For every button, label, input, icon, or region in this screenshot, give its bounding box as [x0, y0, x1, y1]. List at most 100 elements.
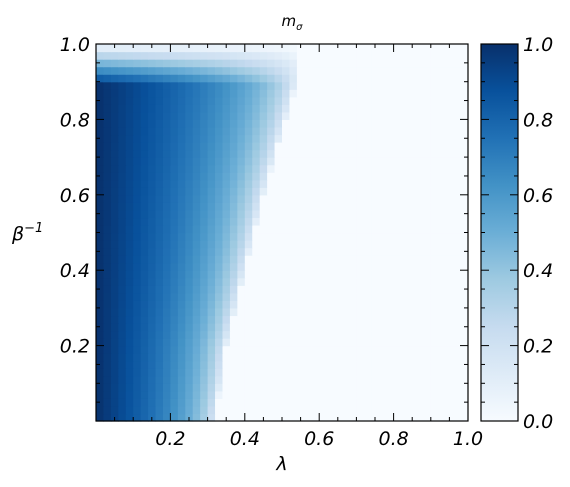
heatmap-cell: [408, 398, 417, 407]
heatmap-cell: [162, 240, 171, 249]
heatmap-cell: [229, 232, 238, 241]
heatmap-cell: [192, 51, 201, 60]
heatmap-cell: [110, 89, 119, 98]
heatmap-cell: [393, 172, 402, 181]
heatmap-cell: [237, 217, 246, 226]
heatmap-cell: [408, 134, 417, 143]
heatmap-cell: [371, 270, 380, 279]
heatmap-cell: [267, 164, 276, 173]
heatmap-cell: [371, 292, 380, 301]
heatmap-cell: [244, 300, 253, 309]
heatmap-cell: [200, 134, 209, 143]
heatmap-cell: [207, 277, 216, 286]
heatmap-cell: [296, 149, 305, 158]
heatmap-cell: [200, 240, 209, 249]
heatmap-cell: [185, 157, 194, 166]
heatmap-cell: [334, 81, 343, 90]
heatmap-cell: [423, 338, 432, 347]
heatmap-cell: [371, 202, 380, 211]
heatmap-cell: [348, 202, 357, 211]
heatmap-cell: [118, 292, 127, 301]
heatmap-cell: [408, 292, 417, 301]
heatmap-cell: [282, 202, 291, 211]
heatmap-cell: [200, 247, 209, 256]
heatmap-cell: [334, 209, 343, 219]
heatmap-cell: [408, 119, 417, 128]
heatmap-cell: [445, 270, 454, 279]
heatmap-cell: [363, 353, 372, 362]
heatmap-cell: [170, 119, 179, 128]
heatmap-cell: [401, 322, 410, 332]
heatmap-cell: [289, 307, 298, 317]
heatmap-cell: [200, 224, 209, 234]
heatmap-cell: [378, 322, 387, 332]
heatmap-cell: [207, 300, 216, 309]
heatmap-cell: [237, 405, 246, 415]
heatmap-cell: [274, 194, 283, 203]
heatmap-cell: [162, 315, 171, 324]
heatmap-cell: [96, 172, 105, 181]
chart-title: mσ: [282, 12, 304, 33]
heatmap-cell: [252, 224, 261, 234]
heatmap-cell: [326, 398, 335, 407]
heatmap-cell: [222, 270, 231, 279]
heatmap-cell: [326, 345, 335, 354]
heatmap-cell: [177, 164, 186, 173]
x-tick-label: 0.2: [155, 428, 185, 450]
heatmap-cell: [341, 292, 350, 301]
heatmap-cell: [334, 164, 343, 173]
heatmap-cell: [177, 217, 186, 226]
heatmap-cell: [207, 292, 216, 301]
heatmap-cell: [103, 119, 112, 128]
heatmap-cell: [393, 111, 402, 120]
heatmap-cell: [408, 345, 417, 354]
heatmap-cell: [378, 255, 387, 264]
heatmap-cell: [311, 194, 320, 203]
heatmap-cell: [296, 187, 305, 196]
heatmap-cell: [177, 179, 186, 188]
heatmap-cell: [207, 285, 216, 294]
heatmap-cell: [148, 149, 157, 158]
heatmap-cell: [311, 89, 320, 98]
heatmap-cell: [229, 338, 238, 347]
heatmap-cell: [415, 330, 424, 339]
heatmap-cell: [244, 285, 253, 294]
heatmap-cell: [311, 187, 320, 196]
heatmap-cell: [155, 345, 164, 354]
heatmap-cell: [311, 262, 320, 271]
heatmap-cell: [334, 307, 343, 317]
heatmap-cell: [289, 59, 298, 68]
heatmap-cell: [334, 300, 343, 309]
heatmap-cell: [386, 209, 395, 219]
heatmap-cell: [341, 149, 350, 158]
heatmap-cell: [311, 368, 320, 377]
heatmap-cell: [326, 240, 335, 249]
heatmap-cell: [110, 81, 119, 90]
heatmap-cell: [222, 390, 231, 399]
heatmap-cell: [244, 89, 253, 98]
heatmap-cell: [125, 322, 134, 332]
heatmap-cell: [445, 217, 454, 226]
heatmap-cell: [252, 119, 261, 128]
heatmap-cell: [334, 194, 343, 203]
heatmap-cell: [118, 44, 127, 53]
heatmap-cell: [326, 74, 335, 83]
heatmap-cell: [237, 209, 246, 219]
heatmap-cell: [371, 360, 380, 369]
heatmap-cell: [445, 285, 454, 294]
heatmap-cell: [311, 375, 320, 384]
heatmap-cell: [148, 368, 157, 377]
heatmap-cell: [267, 66, 276, 75]
heatmap-cell: [215, 119, 224, 128]
heatmap-cell: [96, 202, 105, 211]
heatmap-cell: [430, 353, 439, 362]
heatmap-cell: [215, 66, 224, 75]
heatmap-cell: [177, 285, 186, 294]
heatmap-cell: [229, 277, 238, 286]
heatmap-cell: [401, 270, 410, 279]
heatmap-cell: [341, 345, 350, 354]
heatmap-cell: [118, 270, 127, 279]
heatmap-cell: [207, 270, 216, 279]
heatmap-cell: [356, 338, 365, 347]
heatmap-cell: [311, 390, 320, 399]
